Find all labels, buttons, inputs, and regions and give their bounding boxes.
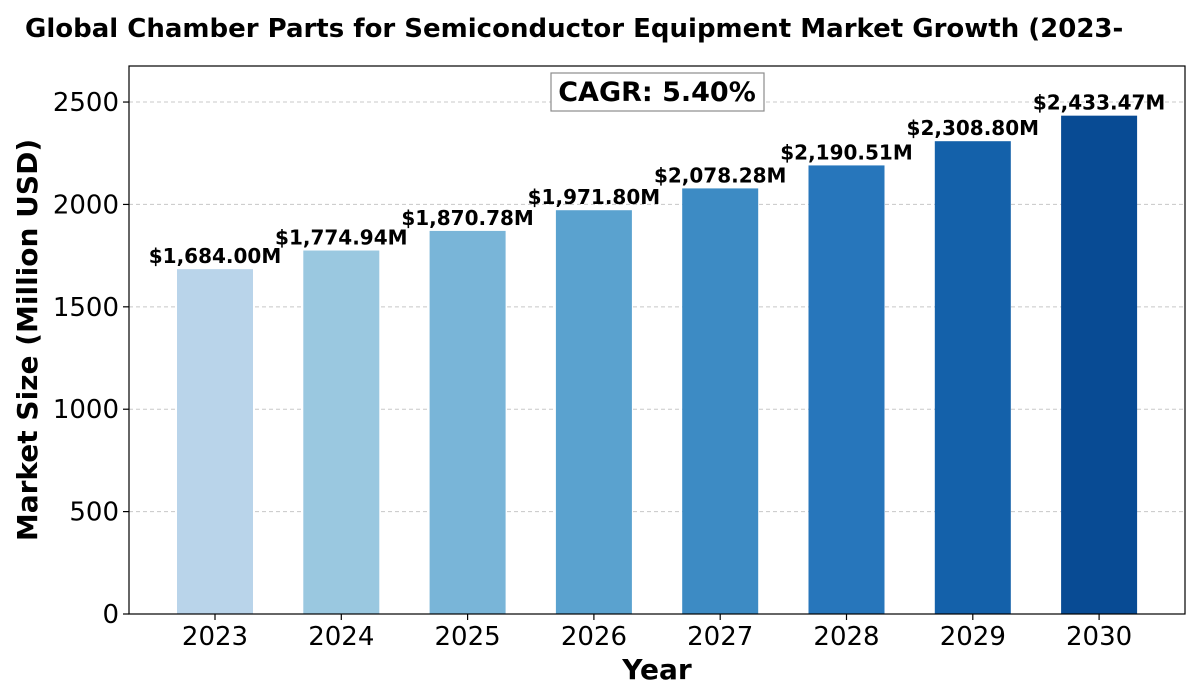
data-label-2026: $1,971.80M [528, 185, 661, 209]
bars [177, 115, 1138, 615]
bar-2029 [934, 141, 1011, 614]
y-tick-label: 2000 [53, 190, 119, 220]
x-tick-label: 2024 [308, 622, 374, 652]
x-tick-label: 2028 [813, 622, 879, 652]
y-tick-label: 2500 [53, 88, 119, 118]
bar-2027 [682, 188, 759, 614]
x-tick-label: 2029 [940, 622, 1006, 652]
bar-2024 [303, 250, 380, 614]
chart-title: Global Chamber Parts for Semiconductor E… [25, 14, 1123, 44]
x-tick-label: 2027 [687, 622, 753, 652]
x-tick-label: 2023 [182, 622, 248, 652]
bar-2028 [808, 165, 885, 614]
bar-2030 [1061, 115, 1138, 615]
data-labels: $1,684.00M$1,774.94M$1,870.78M$1,971.80M… [149, 91, 1166, 268]
bar-2026 [555, 210, 632, 614]
data-label-2025: $1,870.78M [401, 206, 534, 230]
bar-2023 [177, 269, 253, 614]
x-axis-label: Year [621, 653, 692, 686]
cagr-text: CAGR: 5.40% [558, 77, 756, 108]
x-tick-label: 2026 [561, 622, 627, 652]
cagr-annotation: CAGR: 5.40% [550, 72, 765, 112]
y-tick-label: 0 [102, 600, 119, 630]
y-tick-label: 1000 [53, 395, 119, 425]
y-tick-label: 500 [69, 498, 119, 528]
data-label-2030: $2,433.47M [1033, 91, 1166, 115]
y-axis-label: Market Size (Million USD) [11, 139, 44, 541]
data-label-2027: $2,078.28M [654, 163, 787, 187]
cagr-box [550, 72, 765, 112]
data-label-2024: $1,774.94M [275, 226, 408, 250]
bar-2025 [429, 230, 506, 614]
x-axis-ticks: 2023 2024 2025 2026 2027 2028 2029 2030 [182, 614, 1132, 652]
x-tick-label: 2025 [435, 622, 501, 652]
y-axis-ticks: 0 500 1000 1500 2000 2500 [53, 88, 129, 630]
plot-frame [128, 65, 1186, 615]
data-label-2028: $2,190.51M [780, 140, 913, 164]
data-label-2029: $2,308.80M [907, 116, 1040, 140]
data-label-2023: $1,684.00M [149, 244, 282, 268]
x-tick-label: 2030 [1066, 622, 1132, 652]
y-tick-label: 1500 [53, 293, 119, 323]
